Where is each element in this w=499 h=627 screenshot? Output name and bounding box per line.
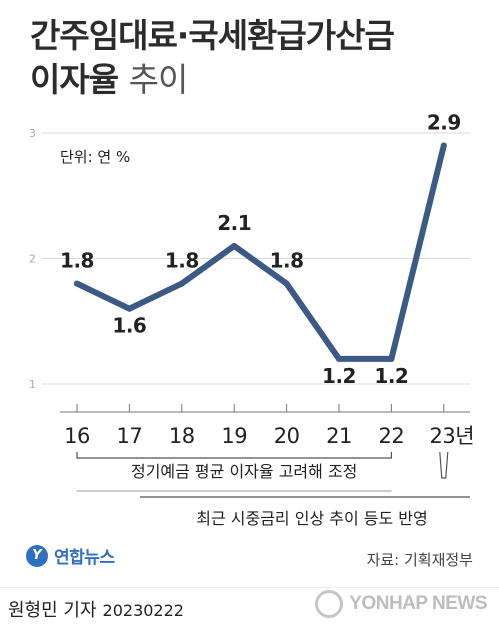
yonhap-logo-text: 연합뉴스 [54, 548, 115, 568]
data-point [283, 280, 290, 287]
series-line [74, 142, 447, 362]
yonhap-logo-icon: Y [26, 544, 48, 567]
title-line-2-light: 추이 [128, 60, 189, 99]
y-tick-label: 3 [29, 127, 36, 140]
data-label: 1.2 [374, 364, 408, 388]
y-tick-label: 1 [29, 378, 36, 391]
chart-title: 간주임대료·국세환급가산금 이자율 추이 [30, 14, 490, 102]
x-tick-label: 23년 [430, 424, 475, 448]
data-point [231, 242, 238, 249]
y-tick-label: 2 [29, 253, 36, 266]
data-label: 1.2 [322, 364, 356, 388]
data-point [178, 280, 185, 287]
x-tick-label: 18 [169, 424, 195, 448]
footer-bar [0, 577, 499, 627]
reporter-credit: 원형민 기자 20230222 [8, 596, 184, 622]
bracket-1-label: 정기예금 평균 이자율 고려해 조정 [131, 462, 357, 481]
x-tick-label: 20 [274, 424, 300, 448]
yonhap-watermark-icon [315, 590, 344, 618]
bracket-2-pointer [439, 451, 449, 479]
title-line-1: 간주임대료·국세환급가산금 [30, 16, 395, 55]
x-tick-label: 17 [117, 424, 143, 448]
reporter-name: 원형민 기자 [8, 600, 97, 621]
data-label: 2.9 [427, 111, 461, 135]
x-tick-label: 21 [326, 424, 352, 448]
data-label: 1.8 [270, 249, 304, 273]
title-line-2: 이자율 추이 [30, 58, 490, 102]
data-point [388, 355, 395, 362]
publish-date: 20230222 [102, 601, 184, 620]
unit-label: 단위: 연 % [60, 148, 130, 166]
data-label: 1.6 [112, 314, 146, 338]
data-point [126, 305, 133, 312]
data-point [336, 355, 342, 362]
data-point [74, 280, 80, 287]
x-tick-label: 19 [221, 424, 247, 448]
data-point [440, 142, 447, 149]
x-tick-label: 22 [379, 424, 405, 448]
data-label: 1.8 [165, 249, 199, 273]
title-line-2-bold: 이자율 [30, 60, 119, 99]
yonhap-logo: Y 연합뉴스 [26, 543, 115, 568]
source-note: 자료: 기획재정부 [366, 551, 473, 569]
bracket-2-label: 최근 시중금리 인상 추이 등도 반영 [196, 509, 428, 528]
bracket-1 [76, 452, 392, 459]
yonhap-news-watermark: YONHAP NEWS [315, 590, 487, 618]
data-label: 1.8 [60, 249, 94, 273]
data-label: 2.1 [217, 211, 251, 235]
x-tick-label: 16 [64, 424, 90, 448]
yonhap-watermark-text: YONHAP NEWS [349, 593, 487, 614]
footer-divider [0, 587, 499, 588]
